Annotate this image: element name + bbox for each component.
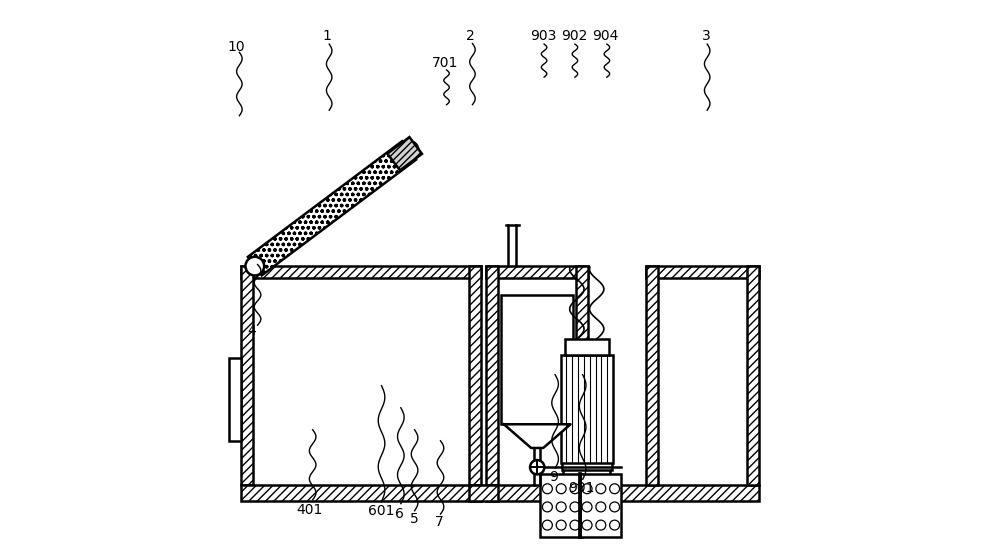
Circle shape	[596, 502, 606, 512]
Text: 601: 601	[368, 504, 395, 518]
Polygon shape	[387, 137, 422, 170]
Circle shape	[542, 502, 552, 512]
Bar	[486, 266, 588, 278]
Text: 10: 10	[228, 40, 245, 54]
Bar	[540, 474, 582, 537]
Bar	[486, 485, 588, 501]
Bar	[469, 485, 498, 501]
Text: 5: 5	[410, 512, 419, 526]
Circle shape	[542, 484, 552, 494]
Bar	[561, 355, 613, 463]
Bar	[562, 462, 612, 470]
Circle shape	[610, 502, 620, 512]
Text: 401: 401	[297, 503, 323, 517]
Text: 9: 9	[550, 469, 558, 484]
Circle shape	[582, 520, 592, 530]
Circle shape	[530, 460, 544, 474]
Bar	[646, 266, 759, 278]
Polygon shape	[248, 141, 416, 276]
Bar	[241, 485, 481, 501]
Bar	[469, 266, 481, 485]
Circle shape	[582, 502, 592, 512]
Bar	[241, 266, 481, 278]
Bar	[565, 339, 609, 355]
Bar	[229, 358, 241, 441]
Text: 901: 901	[568, 480, 595, 495]
Circle shape	[570, 484, 580, 494]
Circle shape	[400, 141, 418, 160]
Circle shape	[570, 520, 580, 530]
Circle shape	[556, 520, 566, 530]
Bar	[576, 266, 588, 485]
Text: 2: 2	[466, 29, 475, 43]
Text: 1: 1	[322, 29, 331, 43]
Circle shape	[596, 520, 606, 530]
Circle shape	[556, 502, 566, 512]
Bar	[501, 295, 573, 424]
Text: 903: 903	[530, 29, 556, 43]
Text: 4: 4	[248, 323, 256, 338]
Text: 701: 701	[432, 56, 458, 71]
Bar	[646, 266, 658, 485]
Text: 902: 902	[561, 29, 587, 43]
Circle shape	[610, 520, 620, 530]
Bar	[563, 467, 610, 485]
Circle shape	[570, 502, 580, 512]
Circle shape	[245, 257, 264, 276]
Text: 3: 3	[702, 29, 711, 43]
Circle shape	[596, 484, 606, 494]
Bar	[747, 266, 759, 485]
Text: 904: 904	[593, 29, 619, 43]
Circle shape	[582, 484, 592, 494]
Circle shape	[542, 520, 552, 530]
Bar	[576, 485, 759, 501]
Text: 6: 6	[395, 506, 404, 521]
Polygon shape	[504, 424, 571, 448]
Bar	[580, 474, 621, 537]
Bar	[241, 266, 253, 485]
Circle shape	[610, 484, 620, 494]
Bar	[486, 266, 498, 485]
Circle shape	[556, 484, 566, 494]
Text: 7: 7	[435, 515, 444, 530]
